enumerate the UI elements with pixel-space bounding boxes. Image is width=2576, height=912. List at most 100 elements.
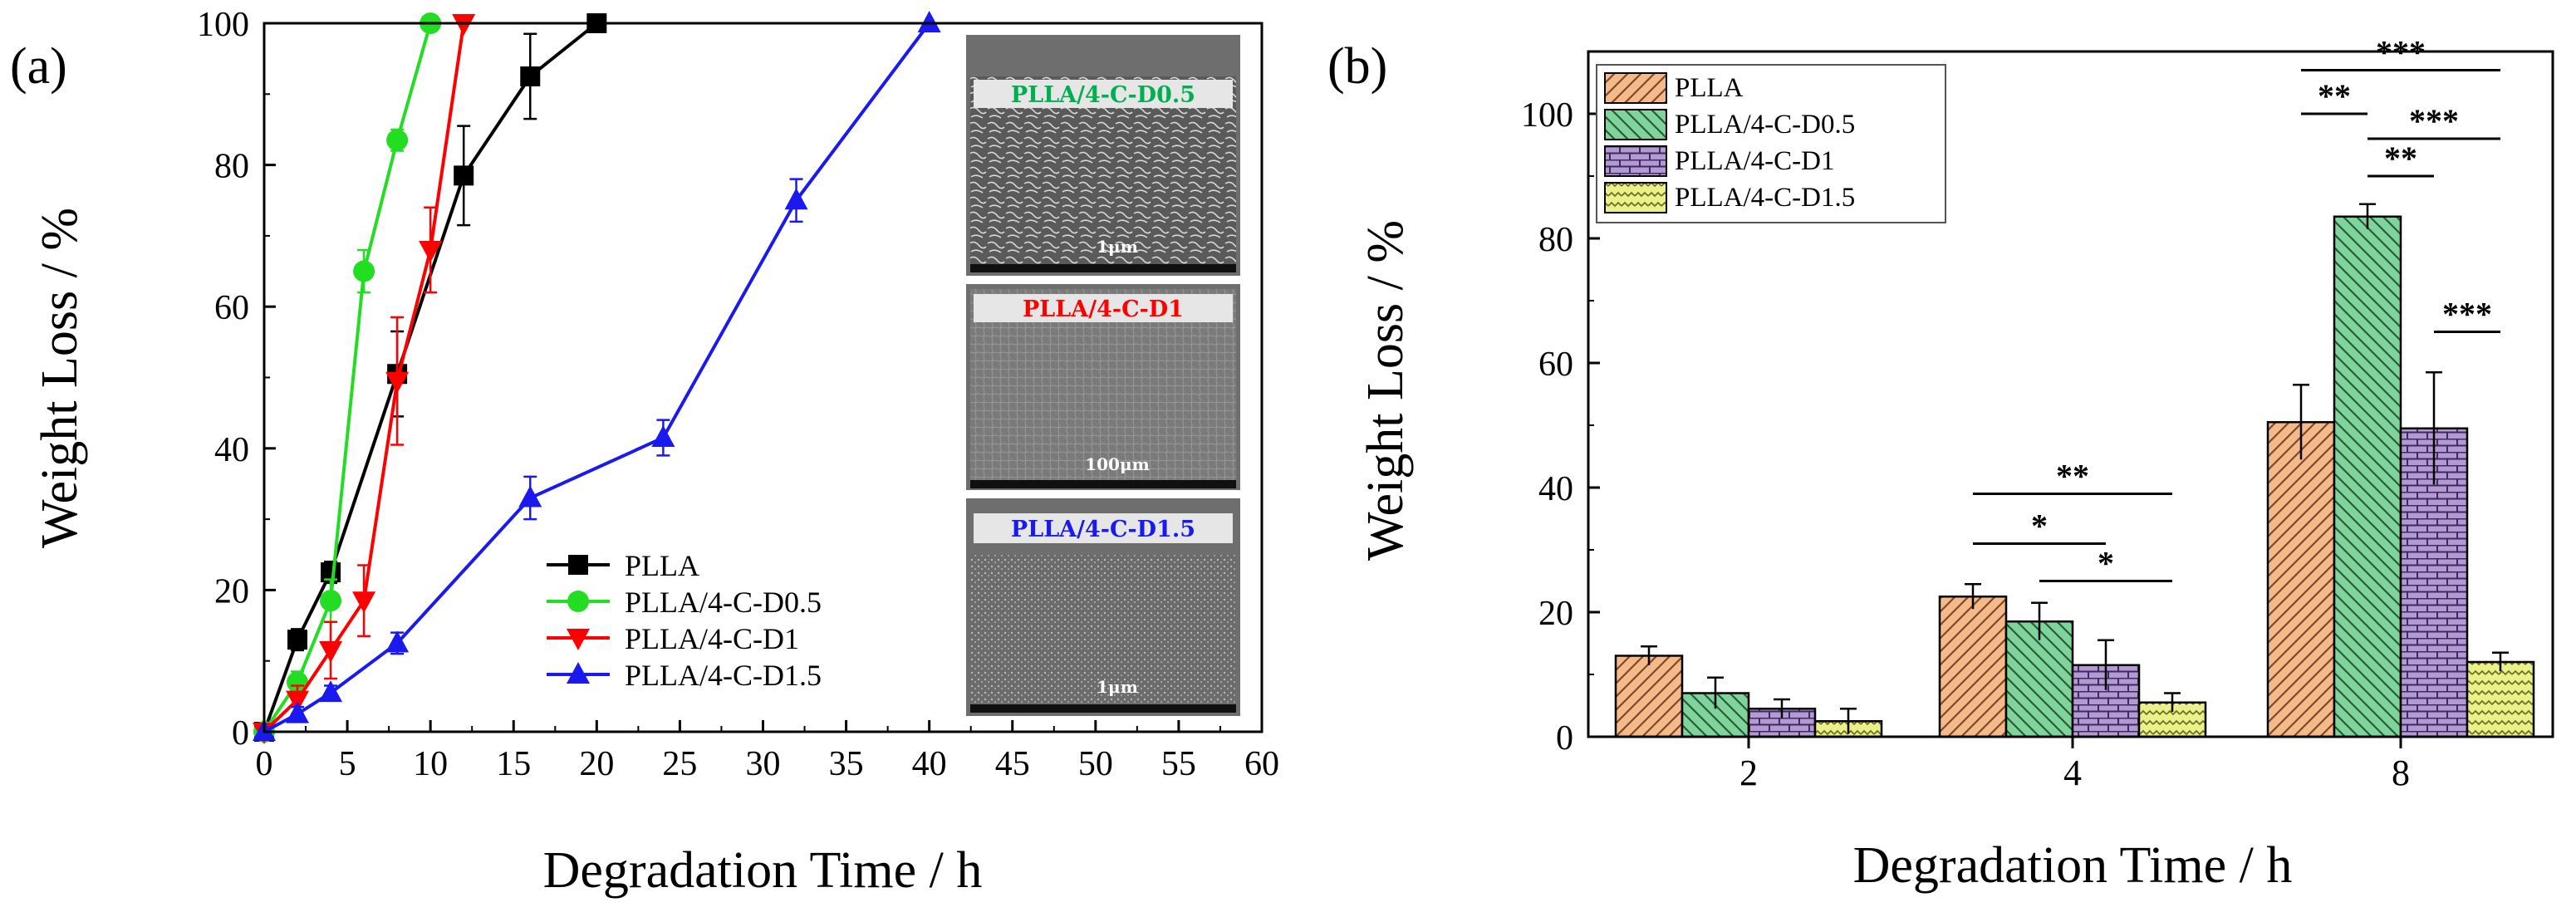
y-tick-label: 0: [232, 714, 249, 753]
panel-b-axes: 0 20 40 60 80 100 2 4 8: [1521, 96, 2410, 793]
x-tick-label: 35: [829, 745, 864, 783]
panel-b-x-axis-label: Degradation Time / h: [1853, 837, 2293, 894]
significance-label: *: [2098, 545, 2114, 582]
data-point: [353, 260, 375, 282]
data-point: [320, 590, 342, 612]
legend-label: PLLA/4-C-D1.5: [1675, 183, 1855, 213]
sem-scale-d05: 1μm: [1097, 237, 1138, 257]
y-tick-label: 20: [1538, 595, 1573, 633]
panel-a-y-axis-label: Weight Loss / %: [32, 208, 88, 548]
data-point: [385, 630, 410, 653]
x-tick-label: 50: [1078, 745, 1113, 783]
x-tick-label: 40: [912, 745, 947, 783]
legend-marker: [568, 555, 588, 575]
sem-label-d05: PLLA/4-C-D0.5: [1011, 82, 1195, 108]
data-point: [452, 14, 476, 36]
y-tick-label: 0: [1556, 719, 1573, 758]
bar: [1614, 655, 1684, 738]
legend-label: PLLA: [1675, 73, 1744, 103]
data-point: [917, 11, 941, 32]
legend-swatch: [1604, 145, 1667, 177]
x-tick-label: 10: [413, 745, 448, 783]
bar: [2333, 215, 2402, 738]
significance-label: ***: [2409, 102, 2459, 140]
panel-b-bars: [1614, 203, 2535, 738]
bar: [1938, 596, 2008, 738]
series-plla-4-c-d0-5: [253, 12, 442, 743]
data-point: [385, 371, 410, 394]
x-tick-label: 25: [662, 745, 697, 783]
x-tick-label: 8: [2392, 753, 2410, 793]
x-tick-label: 15: [496, 745, 531, 783]
sem-scale-d15: 1μm: [1097, 677, 1138, 697]
legend-swatch: [1604, 182, 1667, 213]
x-tick-label: 45: [995, 745, 1030, 783]
sem-label-d15: PLLA/4-C-D1.5: [1011, 517, 1195, 542]
y-tick-label: 100: [197, 6, 249, 44]
legend-marker: [567, 591, 589, 612]
legend-swatch: [1604, 109, 1667, 140]
series-line: [263, 22, 598, 733]
series-plla-4-c-d1: [253, 14, 476, 744]
y-tick-label: 60: [214, 289, 249, 327]
data-point: [287, 671, 309, 694]
data-point: [520, 66, 541, 86]
significance-label: **: [2056, 458, 2089, 495]
significance-label: *: [2031, 507, 2048, 545]
legend-swatch: [1604, 72, 1667, 104]
bar: [2466, 660, 2535, 738]
bar: [2266, 421, 2336, 738]
data-point: [319, 680, 343, 703]
y-tick-label: 20: [214, 572, 249, 610]
significance-label: ***: [2442, 296, 2492, 333]
sem-inset-d15: PLLA/4-C-D1.5 1μm: [966, 498, 1240, 716]
y-tick-label: 100: [1521, 96, 1573, 135]
legend-marker: [567, 662, 590, 684]
series-plla: [254, 13, 607, 742]
y-tick-label: 40: [1538, 470, 1573, 508]
panel-a-x-axis-label: Degradation Time / h: [543, 842, 983, 899]
x-tick-label: 4: [2063, 753, 2082, 793]
x-tick-label: 20: [579, 745, 614, 783]
legend-label: PLLA/4-C-D1: [1675, 146, 1835, 176]
data-point: [784, 188, 808, 210]
sem-inset-d1: PLLA/4-C-D1 100μm: [966, 284, 1240, 490]
data-point: [352, 591, 376, 614]
x-tick-label: 2: [1739, 753, 1758, 793]
panel-a-label: (a): [10, 38, 67, 95]
legend-marker: [567, 629, 590, 650]
panel-b-y-axis-label: Weight Loss / %: [1357, 220, 1414, 561]
y-tick-label: 60: [1538, 346, 1573, 384]
data-point: [286, 701, 310, 723]
panel-b-label: (b): [1327, 38, 1387, 95]
y-tick-label: 80: [1538, 221, 1573, 259]
data-point: [287, 630, 308, 650]
sem-inset-d05: PLLA/4-C-D0.5 1μm: [966, 35, 1240, 276]
legend-label: PLLA/4-C-D0.5: [625, 586, 822, 619]
panel-b-legend: PLLA PLLA/4-C-D0.5 PLLA/4-C-D1 PLLA/4-C-D1.…: [1596, 64, 1946, 223]
legend-label: PLLA/4-C-D0.5: [1675, 110, 1855, 140]
data-point: [454, 165, 474, 186]
panel-a-axes: 0 5 10 15 20 25 30 35 40 45 50 55 60 0 20 40 60 80 100: [197, 6, 1279, 783]
significance-label: **: [2318, 77, 2351, 115]
panel-a-series: [253, 11, 941, 744]
y-tick-label: 40: [214, 431, 249, 469]
x-tick-label: 30: [746, 745, 781, 783]
data-point: [651, 425, 675, 448]
legend-label: PLLA: [625, 549, 699, 582]
legend-label: PLLA/4-C-D1: [625, 622, 799, 655]
data-point: [286, 690, 310, 713]
x-tick-label: 55: [1161, 745, 1196, 783]
legend-label: PLLA/4-C-D1.5: [625, 659, 822, 692]
significance-label: **: [2384, 140, 2417, 177]
data-point: [518, 485, 542, 507]
data-point: [419, 240, 443, 262]
x-tick-label: 0: [256, 745, 273, 783]
y-tick-label: 80: [214, 148, 249, 186]
x-tick-label: 5: [339, 745, 356, 783]
series-plla-4-c-d1-5: [253, 11, 941, 741]
series-line: [263, 22, 931, 733]
panel-b-frame: [1587, 50, 2554, 738]
